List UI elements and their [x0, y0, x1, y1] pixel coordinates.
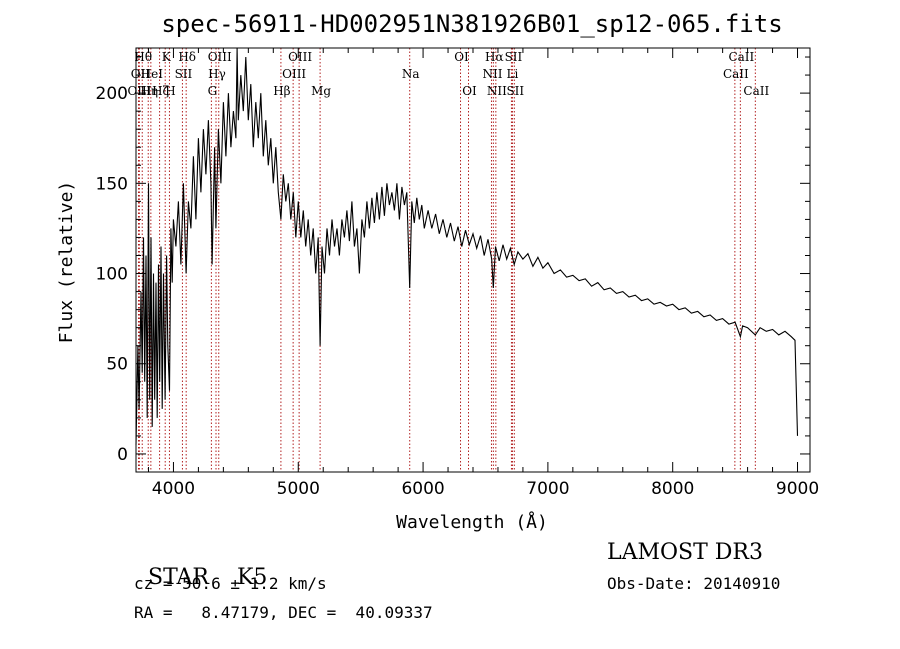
- line-label: Hδ: [178, 50, 196, 64]
- x-tick-label: 6000: [401, 479, 444, 499]
- line-label: Na: [402, 67, 420, 81]
- line-label: Li: [507, 67, 519, 81]
- line-label: CaII: [728, 50, 754, 64]
- y-tick-label: 50: [106, 355, 128, 375]
- line-label: OIII: [288, 50, 312, 64]
- subclass-label: K5: [236, 565, 268, 590]
- line-label: OI: [454, 50, 469, 64]
- x-tick-label: 7000: [526, 479, 569, 499]
- line-label: OIII: [127, 84, 151, 98]
- x-tick-label: 8000: [651, 479, 694, 499]
- line-label: OIII: [282, 67, 306, 81]
- x-tick-label: 9000: [776, 479, 819, 499]
- line-label: Hθ: [134, 50, 152, 64]
- line-label: SII: [505, 50, 523, 64]
- line-label: Hα: [485, 50, 504, 64]
- emission-line-labels: HθOIIOIIIHηHeIHζKHSIIHδGHγOIIIHβOIIIOIII…: [127, 50, 769, 98]
- line-label: CaII: [743, 84, 769, 98]
- line-label: Hγ: [208, 67, 226, 81]
- line-label: NII: [487, 84, 507, 98]
- line-label: CaII: [723, 67, 749, 81]
- spectrum-line: [135, 47, 799, 445]
- survey-label: LAMOST DR3: [607, 540, 763, 565]
- line-label: HeI: [141, 67, 164, 81]
- class-label: STAR: [148, 565, 209, 590]
- y-tick-label: 0: [117, 445, 128, 465]
- line-label: Hβ: [273, 84, 290, 98]
- y-axis-label: Flux (relative): [56, 181, 77, 344]
- x-axis-label: Wavelength (Å): [396, 511, 548, 533]
- y-tick-label: 150: [96, 174, 128, 194]
- y-tick-label: 100: [96, 265, 128, 285]
- line-label: Hζ: [152, 84, 169, 98]
- redshift-readout: cz = 50.6 ± 1.2 km/s: [134, 574, 327, 593]
- line-label: SII: [175, 67, 193, 81]
- chart-title: spec-56911-HD002951N381926B01_sp12-065.f…: [161, 10, 782, 38]
- line-label: NII: [482, 67, 502, 81]
- line-label: Mg: [311, 84, 331, 98]
- line-label: OIII: [208, 50, 232, 64]
- axis-ticks: 4000 5000 6000 7000 8000 9000 0 50 100 150 200: [96, 48, 819, 499]
- object-class: STAR K5: [134, 540, 267, 590]
- emission-line-markers: [137, 48, 756, 472]
- obs-date: Obs-Date: 20140910: [607, 574, 781, 593]
- coordinates-readout: RA = 8.47179, DEC = 40.09337: [134, 603, 433, 622]
- line-label: G: [208, 84, 218, 98]
- line-label: Hη: [140, 84, 158, 98]
- x-tick-label: 4000: [152, 479, 195, 499]
- line-label: OI: [462, 84, 477, 98]
- plot-frame: [135, 47, 811, 473]
- x-tick-label: 5000: [277, 479, 320, 499]
- y-tick-label: 200: [96, 84, 128, 104]
- line-label: H: [165, 84, 175, 98]
- line-label: K: [162, 50, 172, 64]
- line-label: SII: [506, 84, 524, 98]
